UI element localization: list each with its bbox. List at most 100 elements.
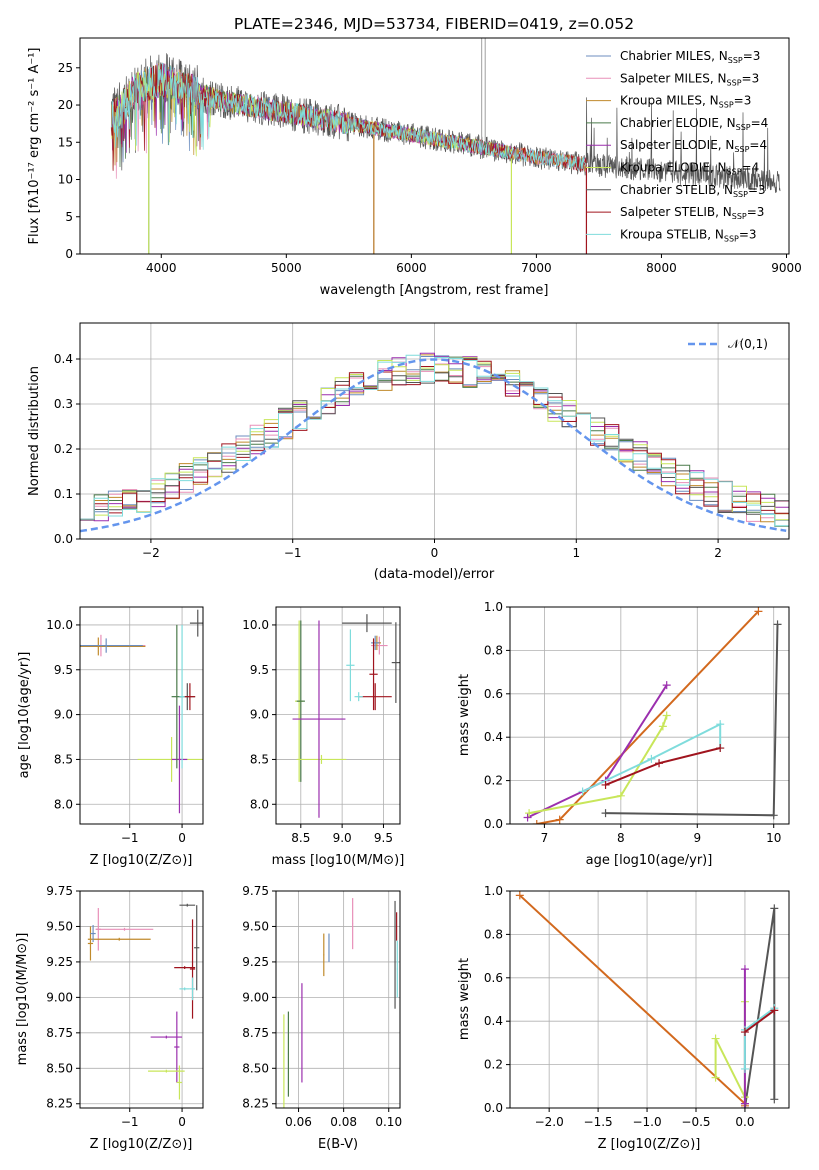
spectrum-series-line	[110, 64, 587, 173]
y-tick-label: 0.4	[484, 1014, 503, 1028]
y-tick-label: 0.6	[484, 687, 503, 701]
x-tick-label: 0.06	[285, 1115, 312, 1129]
mass-vs-ebv-frame	[275, 890, 401, 1109]
legend-entry: Kroupa ELODIE, NSSP=4	[620, 161, 759, 177]
y-tick-label: 0.3	[54, 397, 73, 411]
y-tick-label: 8.5	[250, 752, 269, 766]
y-tick-label: 0.8	[484, 927, 503, 941]
y-tick-label: 0.6	[484, 971, 503, 985]
y-tick-label: 0.8	[484, 643, 503, 657]
x-tick-label: −1.0	[632, 1115, 661, 1129]
weight-series-line	[605, 624, 779, 817]
spectrum-axes-frame	[79, 37, 790, 255]
weight-vs-z-x-label: Z [log10(Z/Z⊙)]	[598, 1137, 701, 1152]
histogram-series	[80, 354, 789, 527]
y-tick-label: 9.75	[46, 884, 73, 898]
spectrum-legend: Chabrier MILES, NSSP=3 Salpeter MILES, NS…	[586, 49, 768, 243]
y-tick-label: 9.5	[250, 663, 269, 677]
y-tick-label: 1.0	[484, 884, 503, 898]
weight-vs-z-y-label: mass weight	[457, 958, 472, 1040]
x-tick-label: −1	[121, 831, 139, 845]
y-tick-label: 0.0	[54, 532, 73, 546]
y-tick-label: 0.2	[484, 1058, 503, 1072]
histogram-series	[80, 352, 789, 522]
spectrum-series-line	[110, 53, 781, 193]
y-tick-label: 0.2	[54, 442, 73, 456]
y-tick-label: 0.1	[54, 487, 73, 501]
weight-series-line	[743, 908, 776, 1108]
weight-point-marker	[525, 809, 534, 818]
weight-point-marker	[740, 1028, 749, 1037]
y-tick-label: 9.5	[54, 663, 73, 677]
weight-point-marker	[711, 1073, 720, 1082]
x-tick-label: 8000	[646, 261, 677, 275]
age-vs-mass-panel: 8.5 9.0 9.5 8.0 8.5 9.0 9.5 10.0 mass [log10(M/…	[242, 606, 404, 868]
weight-point-marker	[658, 722, 667, 731]
x-tick-label: −1	[284, 546, 302, 560]
weight-point-marker	[616, 791, 625, 800]
x-tick-label: 9.5	[374, 831, 393, 845]
spectrum-panel: 4000 5000 6000 7000 8000 9000 0 5 10 15 20 25 wavel…	[27, 37, 802, 298]
weight-series-line	[527, 684, 668, 819]
weight-point-marker	[740, 965, 749, 974]
weight-vs-age-x-label: age [log10(age/yr)]	[586, 853, 713, 868]
legend-entry: Salpeter STELIB, NSSP=3	[620, 205, 764, 221]
weight-series-line	[744, 1009, 775, 1033]
y-tick-label: 0.0	[484, 817, 503, 831]
weight-vs-age-frame	[509, 606, 790, 825]
y-tick-label: 0.0	[484, 1101, 503, 1115]
legend-entry: Chabrier ELODIE, NSSP=4	[620, 116, 768, 132]
weight-point-marker	[769, 811, 778, 820]
weight-point-marker	[555, 815, 564, 824]
x-tick-label: 0	[178, 831, 186, 845]
residual-axes-frame	[79, 322, 790, 540]
legend-entry: Salpeter MILES, NSSP=3	[620, 71, 759, 87]
x-tick-label: −2	[142, 546, 160, 560]
y-tick-label: 9.25	[46, 955, 73, 969]
weight-point-marker	[716, 744, 725, 753]
x-tick-label: 7000	[521, 261, 552, 275]
legend-entry: Kroupa MILES, NSSP=3	[620, 94, 751, 110]
weight-series-line	[714, 1001, 746, 1098]
y-tick-label: 9.25	[242, 955, 269, 969]
x-tick-label: 0	[431, 546, 439, 560]
y-tick-label: 8.5	[54, 752, 73, 766]
y-tick-label: 0.4	[54, 352, 73, 366]
y-tick-label: 5	[65, 210, 73, 224]
x-tick-label: 0	[178, 1115, 186, 1129]
age-vs-z-frame	[79, 606, 204, 825]
y-tick-label: 9.0	[250, 708, 269, 722]
x-tick-label: 9.0	[333, 831, 352, 845]
x-tick-label: 7	[541, 831, 549, 845]
y-tick-label: 8.75	[242, 1026, 269, 1040]
y-tick-label: 1.0	[484, 600, 503, 614]
x-tick-label: 5000	[271, 261, 302, 275]
weight-point-marker	[578, 787, 587, 796]
legend-entry: Salpeter ELODIE, NSSP=4	[620, 138, 767, 154]
y-tick-label: 8.50	[242, 1061, 269, 1075]
legend-entry: Kroupa STELIB, NSSP=3	[620, 227, 757, 243]
weight-series-line	[582, 722, 722, 793]
residual-x-label: (data-model)/error	[374, 567, 495, 582]
y-tick-label: 0.4	[484, 730, 503, 744]
x-tick-label: −1	[121, 1115, 139, 1129]
x-tick-label: 1	[572, 546, 580, 560]
x-tick-label: −2.0	[535, 1115, 564, 1129]
weight-point-marker	[716, 720, 725, 729]
weight-point-marker	[773, 620, 782, 629]
residual-y-label: Normed distribution	[27, 366, 42, 496]
y-tick-label: 8.0	[250, 797, 269, 811]
chart-title: PLATE=2346, MJD=53734, FIBERID=0419, z=0…	[234, 15, 634, 33]
weight-point-marker	[711, 1034, 720, 1043]
x-tick-label: 9000	[771, 261, 802, 275]
x-tick-label: 8	[617, 831, 625, 845]
weight-point-marker	[647, 754, 656, 763]
age-vs-z-y-label: age [log10(age/yr)]	[17, 652, 32, 779]
weight-series-line	[519, 894, 746, 1106]
weight-point-marker	[740, 1064, 749, 1073]
weight-point-marker	[770, 1006, 779, 1015]
weight-point-marker	[655, 759, 664, 768]
x-tick-label: 10	[766, 831, 781, 845]
normal-legend-label: 𝒩(0,1)	[728, 337, 768, 351]
y-tick-label: 8.25	[46, 1097, 73, 1111]
